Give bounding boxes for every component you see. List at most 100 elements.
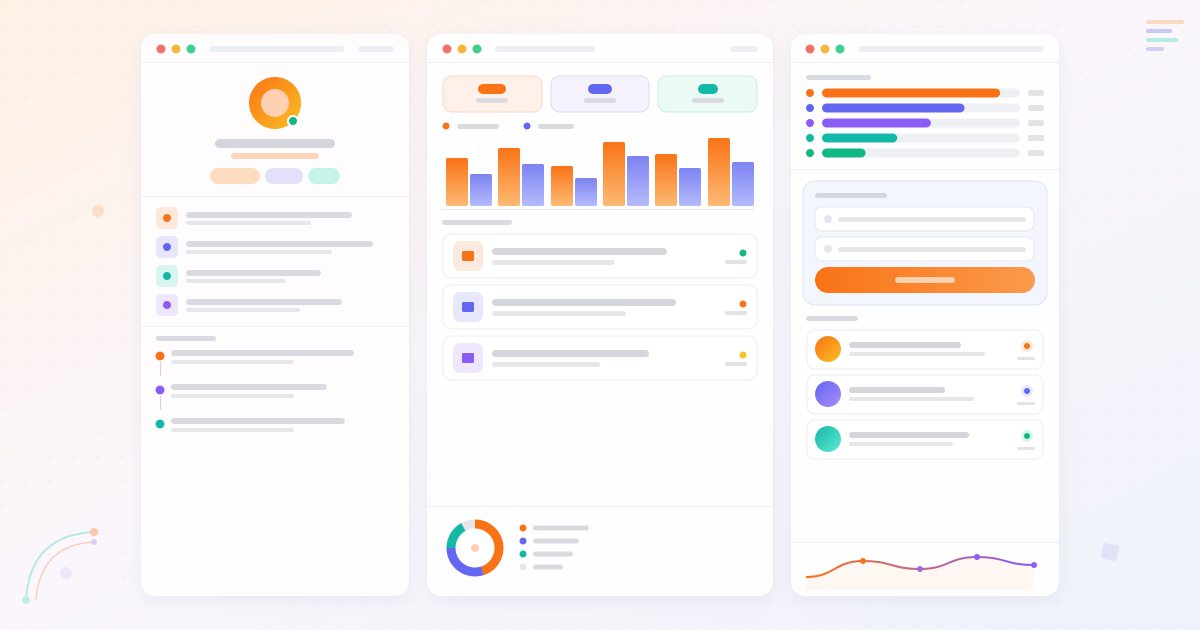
legend-dot <box>806 134 814 142</box>
legend-bar <box>533 564 563 570</box>
profile-card-shape <box>171 394 294 398</box>
profile-card-shape <box>155 419 165 429</box>
decoration-shape <box>22 596 30 604</box>
settings-card-shape <box>835 44 845 54</box>
settings-card-shape <box>791 34 1059 596</box>
profile-card-shape <box>141 34 409 596</box>
progress-bar <box>822 88 1001 98</box>
settings-card-shape <box>859 46 1044 52</box>
analytics-card-shape <box>442 44 452 54</box>
bar <box>470 174 492 206</box>
profile-card-shape <box>160 362 161 376</box>
legend-dot <box>806 104 814 112</box>
profile-card-shape <box>287 115 299 127</box>
progress-track <box>822 148 1020 158</box>
decoration-shape <box>1146 29 1172 33</box>
progress-bar <box>822 118 931 128</box>
decoration-shape <box>92 205 104 217</box>
settings-card-shape <box>838 217 1026 222</box>
analytics-card-shape <box>442 122 450 130</box>
analytics-card-shape <box>495 46 595 52</box>
analytics-card-shape <box>588 84 612 94</box>
progress-label <box>1028 90 1044 96</box>
settings-card-shape <box>849 432 969 438</box>
analytics-card-shape <box>538 124 574 129</box>
line-point <box>917 566 923 572</box>
analytics-card-shape <box>692 98 724 103</box>
analytics-card-shape <box>725 311 747 315</box>
profile-card-shape <box>186 221 311 225</box>
analytics-card-shape <box>730 46 758 52</box>
settings-card-shape <box>849 442 953 446</box>
bar <box>498 148 520 206</box>
profile-card-shape <box>171 360 294 364</box>
profile-card-shape <box>171 350 354 356</box>
bar <box>446 158 468 206</box>
profile-card-shape <box>171 44 181 54</box>
settings-card-shape <box>815 336 841 362</box>
profile-card-shape <box>163 272 171 280</box>
profile-card-shape <box>141 62 409 63</box>
analytics-card-shape <box>739 351 747 359</box>
settings-card-shape <box>849 342 961 348</box>
settings-card-shape <box>849 387 945 393</box>
analytics-card-shape <box>739 300 747 308</box>
settings-card-shape <box>824 215 832 223</box>
profile-card-shape <box>186 212 352 218</box>
legend-bar <box>533 538 579 544</box>
decoration-shape <box>1146 38 1178 42</box>
profile-card-shape <box>186 299 342 305</box>
bar <box>522 164 544 206</box>
settings-card-shape <box>806 316 858 321</box>
analytics-card-shape <box>457 44 467 54</box>
settings-card-shape <box>824 245 832 253</box>
profile-card-shape <box>171 418 345 424</box>
decoration-shape <box>1100 542 1120 562</box>
settings-card-shape <box>806 374 1044 415</box>
analytics-card-shape <box>492 299 676 306</box>
settings-card-shape <box>806 329 1044 370</box>
profile-card <box>141 34 409 596</box>
decoration-shape <box>1146 47 1164 51</box>
bar <box>655 154 677 206</box>
analytics-card-shape <box>584 98 616 103</box>
settings-card-shape <box>1024 433 1030 439</box>
decoration-shape <box>91 539 97 545</box>
donut-segment <box>446 523 466 549</box>
analytics-card-shape <box>427 506 773 507</box>
progress-label <box>1028 120 1044 126</box>
analytics-card-shape <box>462 353 474 363</box>
profile-card-shape <box>186 44 196 54</box>
analytics-card-shape <box>442 335 758 381</box>
line-point <box>974 554 980 560</box>
donut-segment <box>446 547 484 577</box>
profile-card-shape <box>141 196 409 197</box>
donut-segment <box>474 519 504 576</box>
legend-dot <box>519 550 527 558</box>
settings-card-shape <box>806 75 871 80</box>
settings-card-shape <box>1024 343 1030 349</box>
settings-card-shape <box>895 277 955 283</box>
settings-card-shape <box>791 169 1059 170</box>
analytics-card-shape <box>492 248 667 255</box>
progress-label <box>1028 135 1044 141</box>
profile-card-shape <box>171 428 294 432</box>
profile-card-shape <box>210 168 260 184</box>
analytics-card-shape <box>476 98 508 103</box>
progress-bar <box>822 148 866 158</box>
profile-card-shape <box>163 243 171 251</box>
legend-bar <box>533 551 573 557</box>
profile-card-shape <box>209 46 344 52</box>
profile-card-shape <box>261 89 289 117</box>
analytics-card-shape <box>725 362 747 366</box>
settings-card-shape <box>1017 357 1035 360</box>
settings-card-shape <box>838 247 1026 252</box>
settings-card-shape <box>849 397 974 401</box>
decoration-shape <box>35 541 95 601</box>
profile-card-shape <box>171 384 327 390</box>
analytics-card-shape <box>462 251 474 261</box>
analytics-card-shape <box>725 260 747 264</box>
progress-bar <box>822 103 965 113</box>
